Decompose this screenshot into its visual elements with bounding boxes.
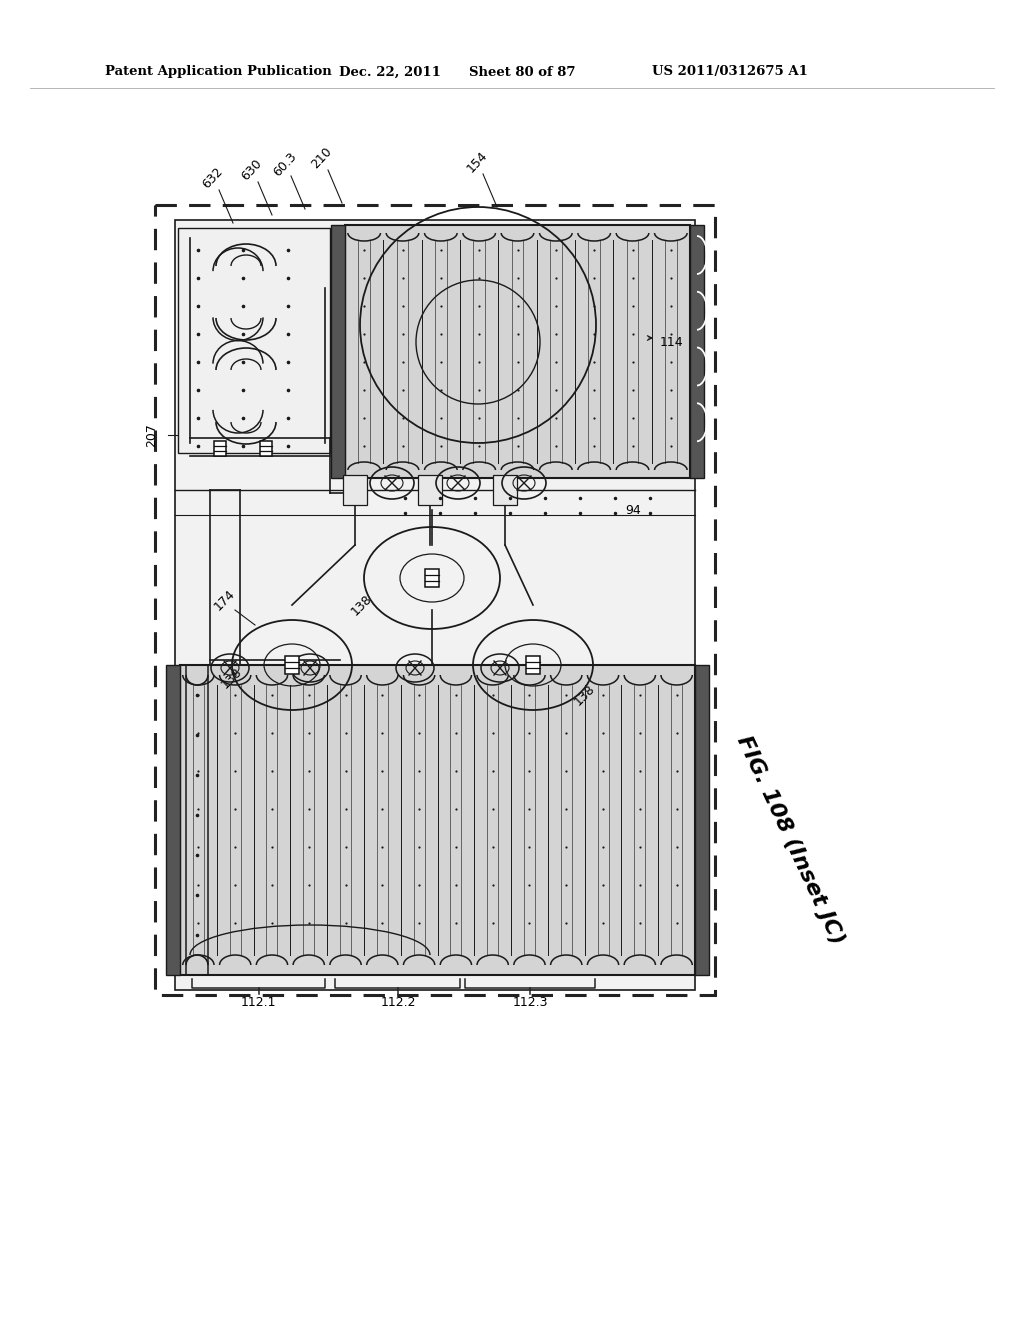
Bar [166, 665, 180, 975]
Bar [526, 656, 540, 675]
Text: 138: 138 [219, 665, 245, 690]
Text: 632: 632 [200, 165, 226, 191]
Text: Patent Application Publication: Patent Application Publication [105, 66, 332, 78]
Text: 138: 138 [572, 682, 598, 708]
Bar [260, 441, 272, 455]
Bar [155, 205, 715, 995]
Text: 207: 207 [145, 424, 159, 447]
Bar [493, 475, 517, 506]
Text: 174: 174 [212, 587, 238, 612]
Bar [425, 569, 439, 587]
Text: Dec. 22, 2011: Dec. 22, 2011 [339, 66, 441, 78]
Bar [214, 441, 226, 455]
Bar [343, 475, 367, 506]
Bar [418, 475, 442, 506]
Bar [345, 224, 690, 478]
Text: US 2011/0312675 A1: US 2011/0312675 A1 [652, 66, 808, 78]
Bar [690, 224, 705, 478]
Text: 60.3: 60.3 [270, 149, 299, 178]
Text: 94: 94 [625, 503, 641, 516]
Text: 114: 114 [660, 335, 684, 348]
Bar [175, 220, 695, 990]
Text: 112.1: 112.1 [241, 997, 275, 1010]
Text: 630: 630 [240, 157, 265, 183]
Text: 112.2: 112.2 [380, 997, 416, 1010]
Bar [178, 228, 330, 453]
Bar [695, 665, 709, 975]
Text: 154: 154 [464, 149, 489, 176]
Text: Sheet 80 of 87: Sheet 80 of 87 [469, 66, 575, 78]
Bar [180, 665, 695, 975]
Text: 210: 210 [309, 145, 335, 172]
Bar [345, 224, 690, 478]
Text: 138: 138 [349, 591, 375, 618]
Bar [180, 665, 695, 975]
Bar [285, 656, 299, 675]
Text: FIG. 108 (Inset JC): FIG. 108 (Inset JC) [733, 733, 847, 948]
Text: 112.3: 112.3 [512, 997, 548, 1010]
Bar [331, 224, 345, 478]
